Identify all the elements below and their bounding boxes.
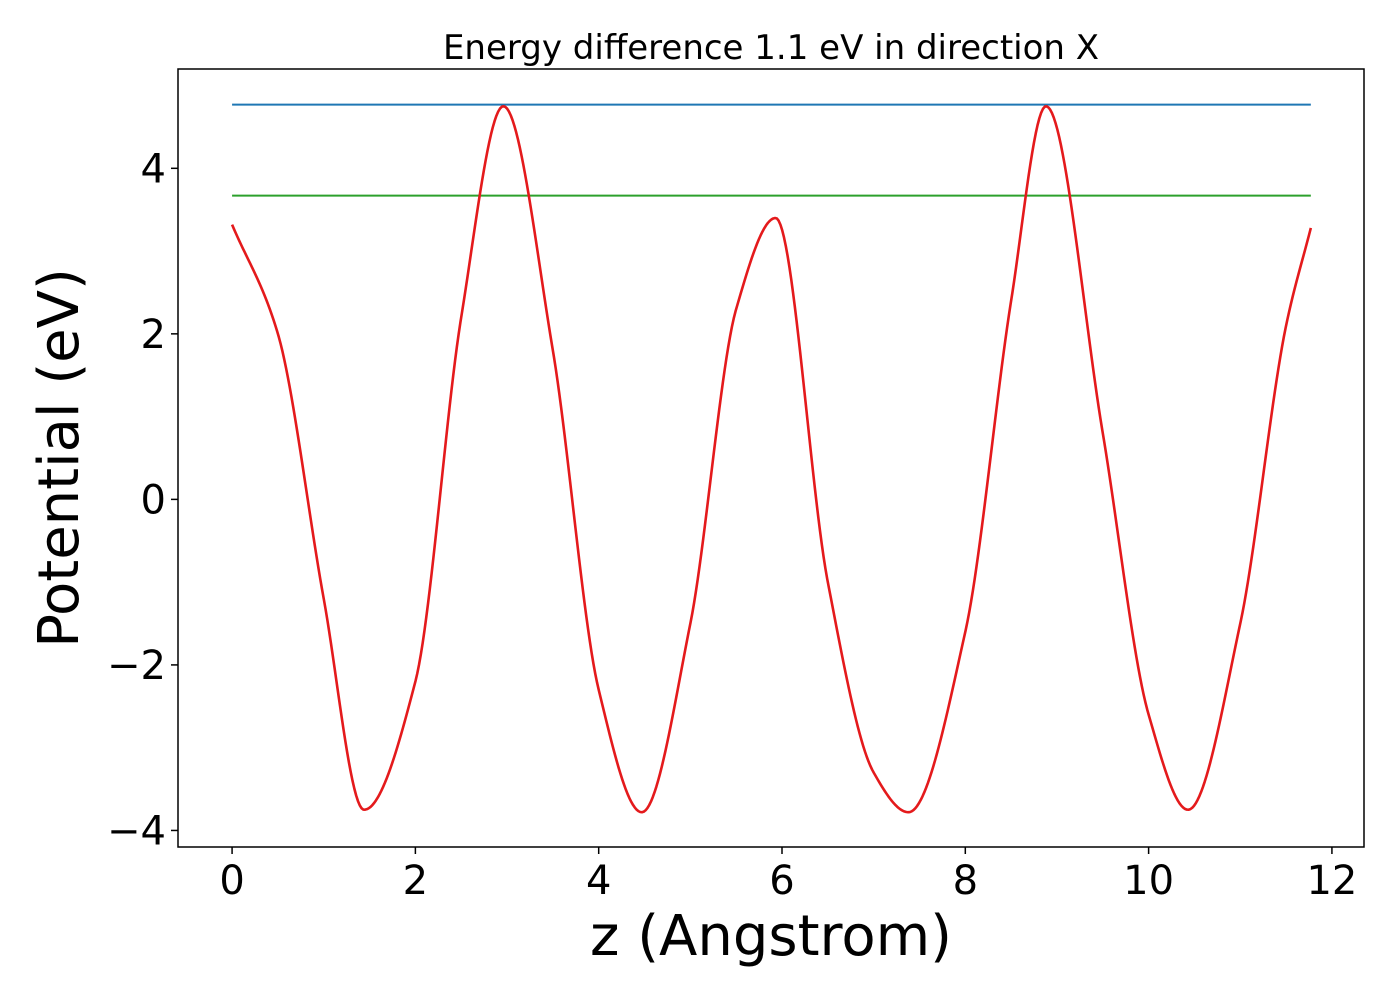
x-tick-label: 4: [586, 858, 611, 904]
y-tick-label: −2: [107, 643, 166, 689]
x-tick-label: 10: [1123, 858, 1174, 904]
x-tick-label: 6: [769, 858, 794, 904]
y-axis: −4 −2 0 2 4: [107, 146, 178, 854]
x-tick-label: 0: [219, 858, 244, 904]
x-axis-label: z (Angstrom): [590, 904, 952, 969]
plot-frame: [177, 68, 1365, 848]
x-axis: 0 2 4 6 8 10 12: [219, 847, 1357, 904]
x-tick-label: 2: [403, 858, 428, 904]
y-tick-label: 0: [141, 477, 166, 523]
y-axis-label: Potential (eV): [27, 268, 92, 648]
x-tick-label: 12: [1306, 858, 1357, 904]
series-layer: [230, 103, 1313, 814]
chart-title: Energy difference 1.1 eV in direction X: [443, 28, 1099, 68]
x-tick-label: 8: [953, 858, 978, 904]
y-tick-label: 2: [141, 312, 166, 358]
y-tick-label: −4: [107, 808, 166, 854]
series-line-3: [230, 104, 1313, 814]
y-tick-label: 4: [141, 146, 166, 192]
